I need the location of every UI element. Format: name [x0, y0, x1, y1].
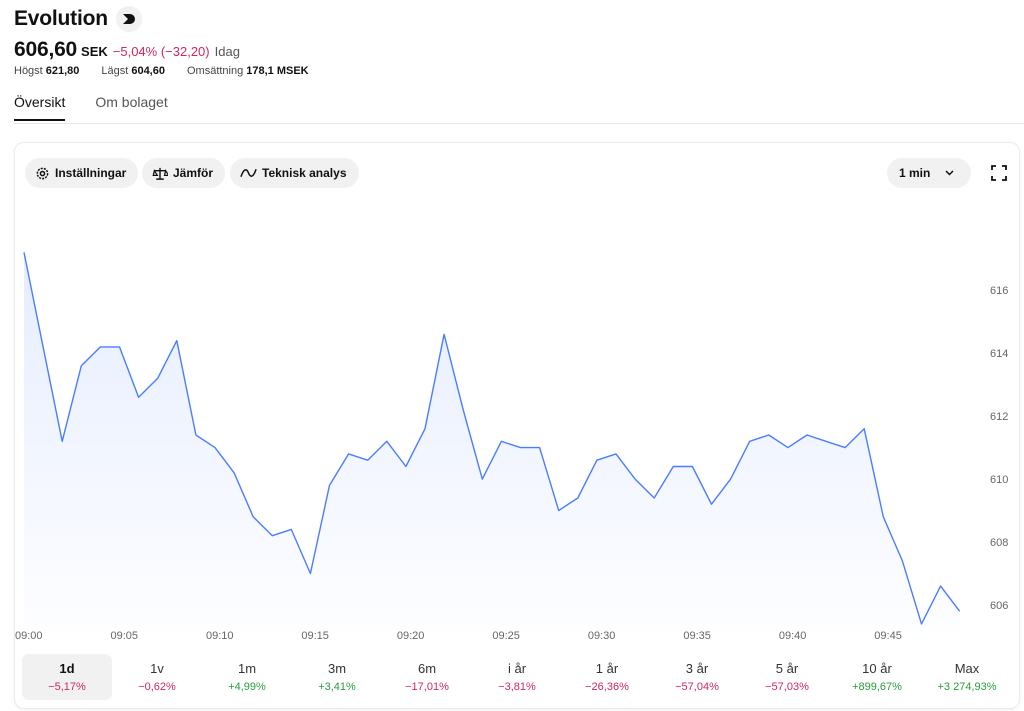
period-Max[interactable]: Max +3 274,93% [922, 654, 1012, 700]
price-change: −5,04% (−32,20) [112, 44, 210, 59]
stock-name: Evolution [14, 7, 108, 30]
period-3m[interactable]: 3m +3,41% [292, 654, 382, 700]
stat-high-value: 621,80 [45, 65, 80, 77]
compare-label: Jämför [173, 166, 214, 180]
period-3-ar[interactable]: 3 år −57,04% [652, 654, 742, 700]
interval-select[interactable]: 1 min [887, 158, 971, 188]
period-label: Max [954, 661, 980, 676]
x-tick-label: 09:40 [779, 630, 807, 642]
period-change: −0,62% [138, 681, 176, 693]
y-tick-label: 616 [990, 285, 1008, 297]
period-selector: 1d −5,17% 1v −0,62% 1m +4,99% 3m +3,41% 6m −17,01… [22, 654, 1012, 700]
x-tick-label: 09:25 [492, 630, 520, 642]
period-change: −57,03% [765, 681, 809, 693]
period-change: +899,67% [852, 681, 902, 693]
x-tick-label: 09:20 [397, 630, 425, 642]
technical-analysis-label: Teknisk analys [262, 166, 347, 180]
period-label: 3 år [685, 661, 709, 676]
fullscreen-button[interactable] [989, 163, 1009, 183]
stat-high: Högst 621,80 [14, 65, 79, 81]
period-label: i år [507, 661, 527, 676]
stat-low: Lägst 604,60 [101, 65, 165, 81]
period-i-ar[interactable]: i år −3,81% [472, 654, 562, 700]
trend-line-icon [240, 168, 257, 178]
period-change: +4,99% [228, 681, 266, 693]
tab-about-company[interactable]: Om bolaget [95, 94, 168, 110]
stat-low-label: Lägst [101, 65, 129, 77]
interval-value: 1 min [899, 166, 931, 180]
period-change: +3,41% [318, 681, 356, 693]
change-period: Idag [214, 44, 240, 59]
period-10-ar[interactable]: 10 år +899,67% [832, 654, 922, 700]
period-change: −3,81% [498, 681, 536, 693]
x-tick-label: 09:10 [206, 630, 234, 642]
period-1m[interactable]: 1m +4,99% [202, 654, 292, 700]
period-label: 3m [327, 661, 347, 676]
chart-card: 606 608 610 612 614 616 09:00 09:05 09:10 09:15 09… [14, 142, 1020, 709]
period-label: 1m [237, 661, 257, 676]
period-label: 1v [150, 661, 164, 676]
currency: SEK [81, 44, 108, 59]
x-tick-label: 09:30 [588, 630, 616, 642]
y-tick-label: 610 [990, 474, 1008, 486]
chevron-down-icon [945, 170, 954, 176]
price-chart[interactable]: 606 608 610 612 614 616 09:00 09:05 09:10 09:15 09… [15, 143, 1019, 653]
stat-turnover: Omsättning 178,1 MSEK [187, 65, 309, 81]
period-label: 5 år [775, 661, 799, 676]
period-6m[interactable]: 6m −17,01% [382, 654, 472, 700]
compare-button[interactable]: Jämför [142, 158, 226, 188]
expand-icon [991, 165, 1007, 181]
gear-icon [36, 167, 49, 179]
period-1v[interactable]: 1v −0,62% [112, 654, 202, 700]
period-label: 6m [417, 661, 437, 676]
y-tick-label: 606 [990, 600, 1008, 612]
technical-analysis-button[interactable]: Teknisk analys [230, 158, 359, 188]
scale-icon [152, 167, 168, 180]
tabs-divider [14, 123, 1024, 124]
x-tick-label: 09:35 [683, 630, 711, 642]
price-area [24, 252, 960, 631]
period-change: +3 274,93% [937, 681, 997, 693]
x-tick-label: 09:00 [15, 630, 43, 642]
settings-button[interactable]: Inställningar [25, 158, 139, 188]
period-change: −17,01% [405, 681, 449, 693]
settings-label: Inställningar [55, 166, 127, 180]
y-tick-label: 612 [990, 411, 1008, 423]
price-line [23, 252, 961, 625]
chart-toolbar: Inställningar Jämför Teknisk analys 1 mi… [25, 158, 1009, 188]
x-tick-label: 09:05 [111, 630, 139, 642]
period-change: −5,17% [48, 681, 86, 693]
page-tabs: Översikt Om bolaget [14, 92, 198, 121]
y-tick-label: 608 [990, 537, 1008, 549]
tab-overview[interactable]: Översikt [14, 92, 66, 121]
period-label: 10 år [862, 661, 892, 676]
period-5-ar[interactable]: 5 år −57,03% [742, 654, 832, 700]
period-1d[interactable]: 1d −5,17% [22, 654, 112, 700]
stat-high-label: Högst [14, 65, 43, 77]
stock-header: Evolution 606,60 SEK −5,04% (−32,20) Ida… [14, 0, 1024, 81]
period-change: −26,36% [585, 681, 629, 693]
stat-turnover-value: 178,1 MSEK [246, 65, 309, 77]
y-tick-label: 614 [990, 348, 1008, 360]
period-label: 1d [59, 661, 75, 676]
stat-low-value: 604,60 [131, 65, 165, 77]
period-change: −57,04% [675, 681, 719, 693]
x-tick-label: 09:15 [301, 630, 329, 642]
last-price: 606,60 [14, 38, 78, 61]
period-1-ar[interactable]: 1 år −26,36% [562, 654, 652, 700]
stat-turnover-label: Omsättning [186, 65, 244, 77]
period-label: 1 år [595, 661, 619, 676]
x-tick-label: 09:45 [874, 630, 902, 642]
company-logo-icon [115, 6, 142, 32]
